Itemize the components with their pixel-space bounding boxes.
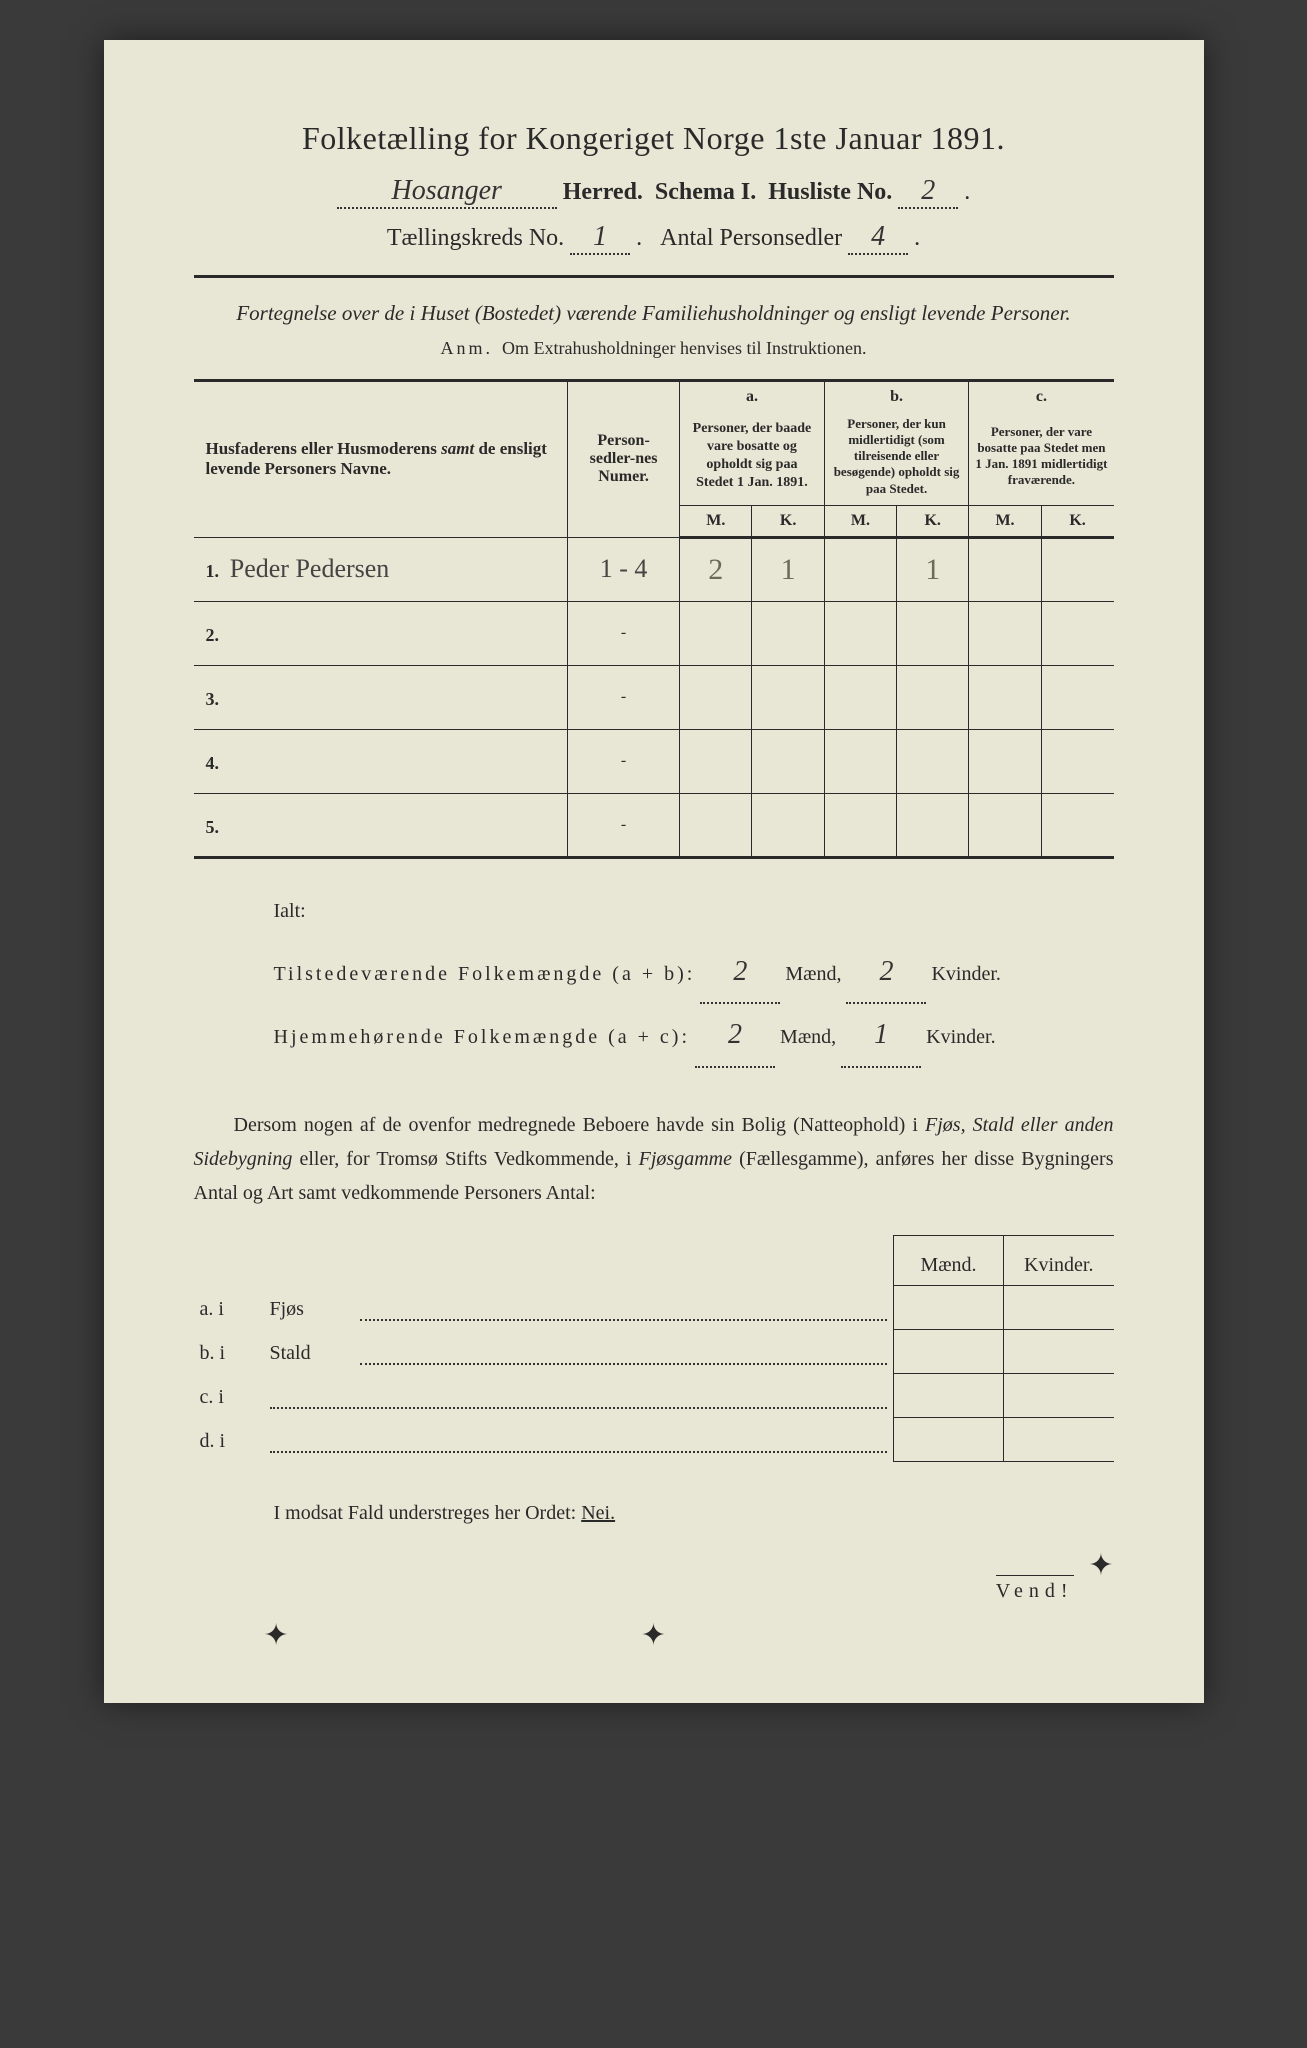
kvinder-label-2: Kvinder.: [926, 1026, 995, 1048]
col-cK: K.: [1041, 505, 1113, 537]
total2-label: Hjemmehørende Folkemængde (a + c):: [274, 1026, 691, 1048]
total-line-2: Hjemmehørende Folkemængde (a + c): 2 Mæn…: [274, 1004, 1114, 1068]
abcd-a-label: a. i: [194, 1285, 264, 1329]
herred-line: Hosanger Herred. Schema I. Husliste No. …: [194, 175, 1114, 209]
page-title: Folketælling for Kongeriget Norge 1ste J…: [194, 120, 1114, 157]
abcd-row-c: c. i: [194, 1373, 1114, 1417]
total2-k: 1: [841, 1004, 921, 1068]
abcd-a-type: Fjøs: [264, 1285, 354, 1329]
anm-text: Om Extrahusholdninger henvises til Instr…: [502, 338, 866, 358]
printmark-icon: ✦: [264, 1618, 289, 1653]
col-numer-header: Person-sedler-nes Numer.: [567, 380, 679, 537]
col-a-label: a.: [680, 380, 825, 412]
abcd-b-type: Stald: [264, 1329, 354, 1373]
anm-line: Anm. Om Extrahusholdninger henvises til …: [194, 338, 1114, 359]
husliste-label: Husliste No.: [768, 179, 892, 205]
ialt-label: Ialt:: [274, 889, 1114, 933]
maend-label-2: Mænd,: [780, 1026, 836, 1048]
col-c-header: Personer, der vare bosatte paa Stedet me…: [969, 412, 1114, 506]
husliste-value: 2: [898, 175, 958, 209]
abcd-b-label: b. i: [194, 1329, 264, 1373]
vend-label: Vend!: [996, 1575, 1074, 1603]
abcd-table: Mænd. Kvinder. a. i Fjøs b. i Stald c. i…: [194, 1235, 1114, 1462]
printmark-icon: ✦: [641, 1618, 666, 1653]
kreds-label: Tællingskreds No.: [387, 225, 564, 251]
antal-value: 4: [848, 221, 908, 255]
kreds-value: 1: [570, 221, 630, 255]
col-bM: M.: [824, 505, 896, 537]
col-b-label: b.: [824, 380, 969, 412]
col-aK: K.: [752, 505, 824, 537]
divider: [194, 275, 1114, 278]
abcd-row-b: b. i Stald: [194, 1329, 1114, 1373]
antal-label: Antal Personsedler: [660, 225, 842, 251]
table-row: 3. -: [194, 665, 1114, 729]
abcd-maend-header: Mænd.: [894, 1235, 1004, 1285]
table-row: 2. -: [194, 601, 1114, 665]
col-aM: M.: [680, 505, 752, 537]
nei-line: I modsat Fald understreges her Ordet: Ne…: [194, 1502, 1114, 1525]
document-page: Folketælling for Kongeriget Norge 1ste J…: [104, 40, 1204, 1703]
description-text: Fortegnelse over de i Huset (Bostedet) v…: [194, 298, 1114, 330]
main-table: Husfaderens eller Husmoderens samt de en…: [194, 379, 1114, 859]
col-b-header: Personer, der kun midlertidigt (som tilr…: [824, 412, 969, 506]
schema-label: Schema I.: [655, 179, 756, 205]
table-row: 4. -: [194, 729, 1114, 793]
abcd-kvinder-header: Kvinder.: [1004, 1235, 1114, 1285]
total1-label: Tilstedeværende Folkemængde (a + b):: [274, 963, 696, 985]
kreds-line: Tællingskreds No. 1 . Antal Personsedler…: [194, 221, 1114, 255]
col-cM: M.: [969, 505, 1041, 537]
col-c-label: c.: [969, 380, 1114, 412]
kvinder-label: Kvinder.: [931, 963, 1000, 985]
total2-m: 2: [695, 1004, 775, 1068]
herred-handwritten: Hosanger: [337, 175, 557, 209]
abcd-row-a: a. i Fjøs: [194, 1285, 1114, 1329]
col-bK: K.: [897, 505, 969, 537]
abcd-c-label: c. i: [194, 1373, 264, 1417]
col-name-header: Husfaderens eller Husmoderens samt de en…: [194, 380, 568, 537]
nei-word: Nei.: [581, 1502, 615, 1524]
total1-m: 2: [700, 941, 780, 1005]
abcd-d-label: d. i: [194, 1417, 264, 1461]
col-a-header: Personer, der baade vare bosatte og opho…: [680, 412, 825, 506]
totals-block: Ialt: Tilstedeværende Folkemængde (a + b…: [274, 889, 1114, 1068]
herred-label: Herred.: [563, 179, 643, 205]
paragraph-text: Dersom nogen af de ovenfor medregnede Be…: [194, 1108, 1114, 1210]
table-row: 1. Peder Pedersen1 - 4211: [194, 537, 1114, 601]
printmark-icon: ✦: [1088, 1548, 1113, 1583]
total1-k: 2: [846, 941, 926, 1005]
table-row: 5. -: [194, 793, 1114, 857]
abcd-row-d: d. i: [194, 1417, 1114, 1461]
nei-text: I modsat Fald understreges her Ordet:: [274, 1502, 577, 1524]
maend-label: Mænd,: [785, 963, 841, 985]
anm-label: Anm.: [441, 338, 494, 358]
total-line-1: Tilstedeværende Folkemængde (a + b): 2 M…: [274, 941, 1114, 1005]
